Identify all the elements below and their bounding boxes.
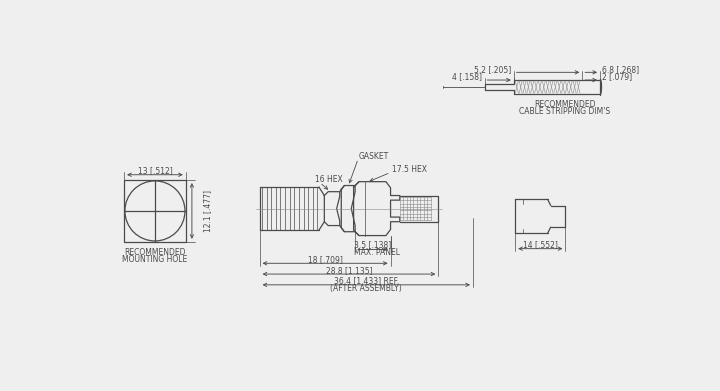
- Text: 18 [.709]: 18 [.709]: [307, 255, 343, 264]
- Text: 4 [.158]: 4 [.158]: [452, 72, 482, 81]
- Text: 36.4 [1.433] REF.: 36.4 [1.433] REF.: [334, 276, 399, 285]
- Text: 17.5 HEX: 17.5 HEX: [392, 165, 427, 174]
- Text: RECOMMENDED: RECOMMENDED: [124, 248, 186, 257]
- Text: 5.2 [.205]: 5.2 [.205]: [474, 65, 511, 74]
- Text: RECOMMENDED: RECOMMENDED: [534, 100, 595, 109]
- Text: 6.8 [.268]: 6.8 [.268]: [603, 65, 639, 74]
- Text: 3.5 [.138]: 3.5 [.138]: [354, 240, 391, 249]
- Text: 13 [.512]: 13 [.512]: [138, 167, 172, 176]
- Text: MOUNTING HOLE: MOUNTING HOLE: [122, 255, 188, 264]
- Bar: [124, 180, 186, 242]
- Text: 28.8 [1.135]: 28.8 [1.135]: [325, 266, 372, 275]
- Text: 14 [.552]: 14 [.552]: [523, 240, 558, 249]
- Text: 2 [.079]: 2 [.079]: [603, 72, 632, 81]
- Text: CABLE STRIPPING DIM'S: CABLE STRIPPING DIM'S: [519, 107, 610, 116]
- Text: 16 HEX: 16 HEX: [315, 175, 343, 184]
- Text: MAX. PANEL: MAX. PANEL: [354, 248, 400, 257]
- Text: 12.1 [.477]: 12.1 [.477]: [203, 190, 212, 232]
- Text: GASKET: GASKET: [359, 152, 389, 161]
- Text: (AFTER ASSEMBLY): (AFTER ASSEMBLY): [330, 284, 402, 293]
